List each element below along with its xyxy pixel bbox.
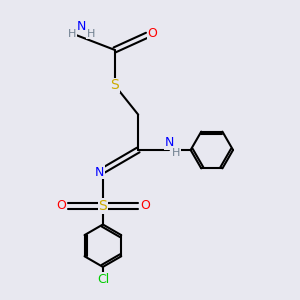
Text: Cl: Cl — [97, 273, 109, 286]
Text: O: O — [56, 200, 66, 212]
Text: N: N — [77, 20, 86, 33]
Text: N: N — [95, 166, 104, 178]
Text: O: O — [147, 27, 157, 40]
Text: S: S — [98, 199, 107, 213]
Text: H: H — [87, 29, 95, 39]
Text: S: S — [110, 78, 119, 92]
Text: H: H — [68, 29, 76, 39]
Text: O: O — [140, 200, 150, 212]
Text: N: N — [164, 136, 174, 149]
Text: H: H — [172, 148, 181, 158]
